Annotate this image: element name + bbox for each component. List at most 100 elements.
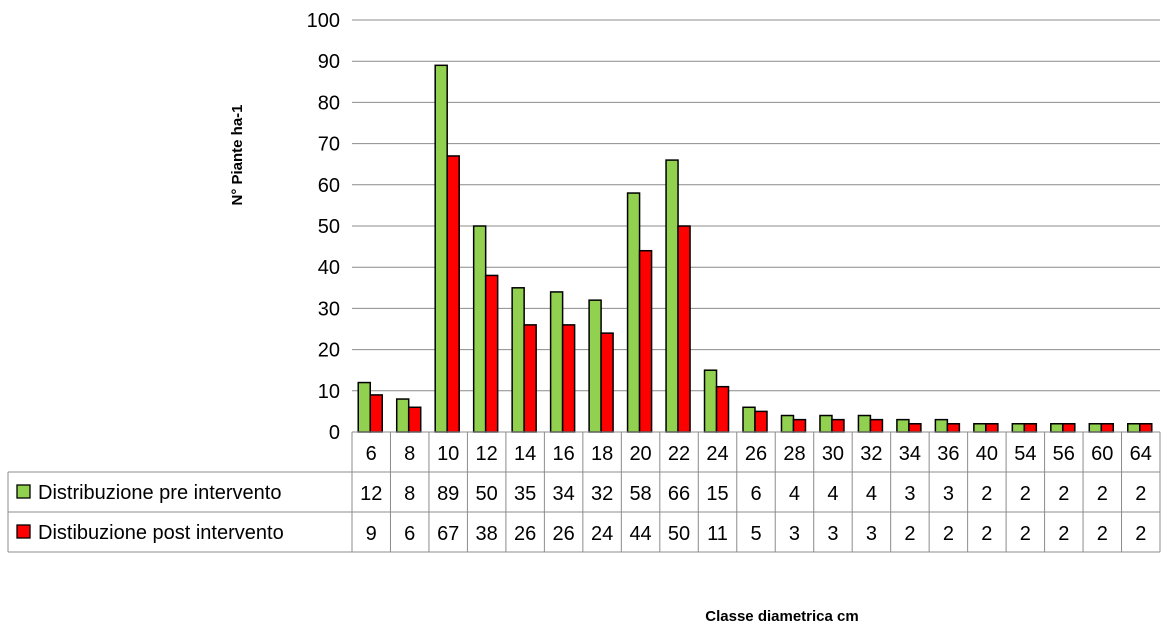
bar — [780, 414, 795, 433]
x-tick-label: 60 — [1091, 443, 1113, 465]
x-tick-label: 56 — [1053, 443, 1075, 465]
bar — [511, 287, 525, 433]
bar — [1127, 423, 1141, 433]
bar — [1011, 423, 1026, 433]
x-tick-label: 10 — [437, 443, 459, 465]
y-axis-ticks: 0 10 20 30 40 50 60 70 80 90 100 — [307, 10, 340, 444]
data-label: 44 — [629, 523, 651, 545]
bar — [1088, 423, 1103, 433]
data-label: 50 — [476, 483, 498, 505]
data-label: 12 — [360, 483, 382, 505]
data-label: 3 — [866, 523, 877, 545]
data-label: 24 — [591, 523, 613, 545]
bar — [561, 324, 576, 433]
bar — [1062, 423, 1076, 433]
y-tick-label: 40 — [318, 257, 340, 279]
data-label: 6 — [404, 523, 415, 545]
x-tick-label: 30 — [822, 443, 844, 465]
y-tick-label: 100 — [307, 10, 340, 32]
bar — [472, 225, 487, 433]
data-label: 5 — [750, 523, 761, 545]
x-tick-label: 26 — [745, 443, 767, 465]
x-tick-label: 28 — [783, 443, 805, 465]
bar — [434, 64, 448, 433]
data-label: 50 — [668, 523, 690, 545]
x-axis-label: Classe diametrica cm — [705, 608, 858, 625]
data-label: 2 — [1020, 483, 1031, 505]
bar — [703, 369, 718, 433]
x-tick-label: 18 — [591, 443, 613, 465]
bar — [665, 159, 679, 433]
x-tick-label: 32 — [860, 443, 882, 465]
bar — [792, 418, 807, 433]
data-label: 38 — [476, 523, 498, 545]
bar — [395, 398, 410, 433]
bar — [754, 410, 768, 433]
bar — [484, 274, 499, 433]
data-label: 32 — [591, 483, 613, 505]
bar — [819, 414, 833, 433]
data-label: 35 — [514, 483, 536, 505]
y-tick-label: 50 — [318, 216, 340, 238]
bar — [677, 225, 691, 433]
x-tick-label: 36 — [937, 443, 959, 465]
bar — [1050, 423, 1064, 433]
data-label: 9 — [366, 523, 377, 545]
x-tick-label: 34 — [899, 443, 921, 465]
y-tick-label: 20 — [318, 340, 340, 362]
bar — [1023, 423, 1038, 433]
bar — [946, 423, 961, 433]
bar — [357, 381, 371, 433]
bar — [985, 423, 999, 433]
x-tick-label: 8 — [404, 443, 415, 465]
x-tick-label: 54 — [1014, 443, 1036, 465]
data-label: 2 — [943, 523, 954, 545]
data-label: 2 — [1097, 523, 1108, 545]
y-tick-label: 90 — [318, 51, 340, 73]
data-label: 89 — [437, 483, 459, 505]
x-tick-label: 22 — [668, 443, 690, 465]
legend-swatch — [16, 524, 31, 539]
data-label: 8 — [404, 483, 415, 505]
bar — [407, 406, 422, 433]
bar — [869, 418, 884, 433]
y-tick-label: 30 — [318, 298, 340, 320]
bar — [857, 414, 872, 433]
data-label: 26 — [514, 523, 536, 545]
bar — [908, 423, 922, 433]
x-tick-label: 12 — [476, 443, 498, 465]
data-label: 2 — [981, 523, 992, 545]
data-label: 66 — [668, 483, 690, 505]
data-label: 11 — [707, 523, 728, 545]
data-table: 6 8 10 12 14 16 18 20 22 24 26 28 30 32 34 36 40 54 56 60 64… — [7, 431, 1161, 553]
y-tick-label: 70 — [318, 134, 340, 156]
data-label: 2 — [1058, 483, 1069, 505]
data-label: 4 — [789, 483, 800, 505]
data-label: 15 — [706, 483, 728, 505]
data-label: 3 — [789, 523, 800, 545]
bar — [626, 192, 641, 433]
bar — [523, 324, 537, 433]
data-label: 2 — [1097, 483, 1108, 505]
data-label: 4 — [827, 483, 838, 505]
data-label: 3 — [904, 483, 915, 505]
bar — [549, 291, 564, 433]
data-label: 3 — [943, 483, 954, 505]
bar — [369, 394, 383, 433]
x-tick-label: 40 — [976, 443, 998, 465]
x-tick-label: 14 — [514, 443, 536, 465]
bar — [638, 249, 653, 433]
legend-label: Distribuzione pre intervento — [38, 482, 281, 504]
y-tick-label: 80 — [318, 92, 340, 114]
x-tick-label: 64 — [1130, 443, 1152, 465]
data-label: 2 — [1020, 523, 1031, 545]
data-label: 2 — [1135, 523, 1146, 545]
legend-swatch — [16, 484, 31, 499]
x-tick-label: 24 — [706, 443, 728, 465]
data-label: 2 — [904, 523, 915, 545]
bar — [715, 385, 730, 433]
bar — [973, 423, 987, 433]
bar — [934, 418, 949, 433]
y-tick-label: 10 — [318, 381, 340, 403]
